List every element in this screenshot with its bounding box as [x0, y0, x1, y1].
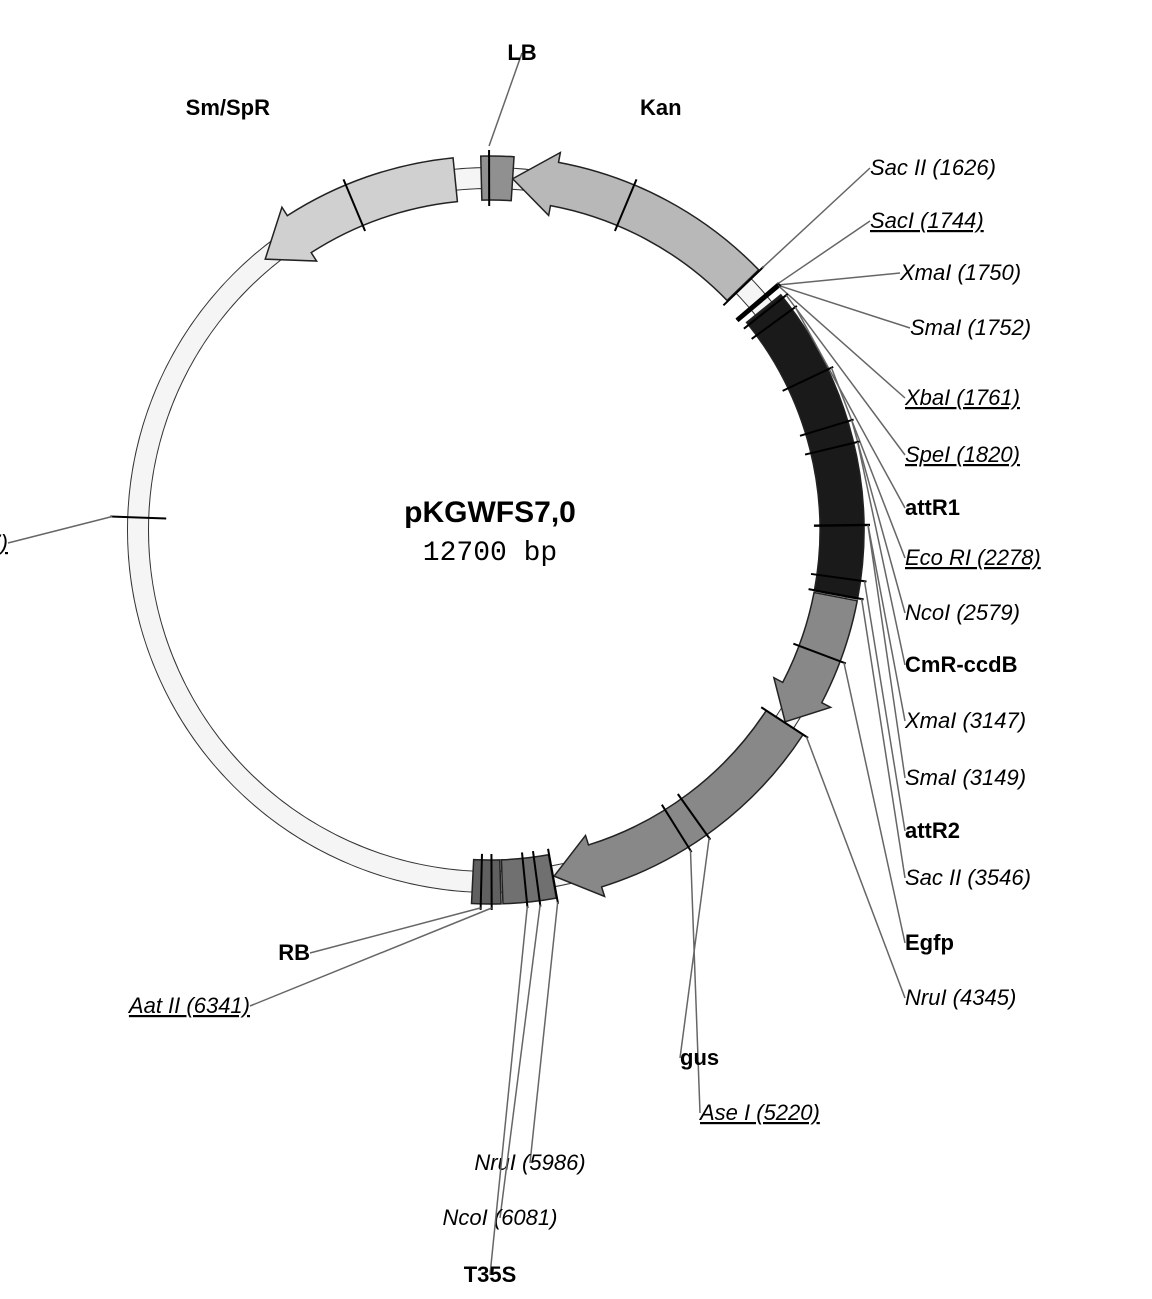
feature-Egfp	[774, 592, 857, 721]
tick	[814, 525, 870, 526]
leader-line	[778, 273, 900, 285]
leader-line	[806, 737, 905, 998]
label: ClaI (9597)	[0, 530, 8, 555]
label: attR1	[905, 495, 960, 520]
tick	[110, 516, 166, 518]
leader-line	[777, 221, 870, 284]
feature-SmSpR	[265, 158, 457, 261]
label: LB	[507, 40, 536, 65]
plasmid-map: pKGWFS7,0 12700 bp Sm/SpR LB Kan Sac II (1626…	[0, 0, 1152, 1299]
label: SpeI (1820)	[905, 442, 1020, 467]
label: attR2	[905, 818, 960, 843]
label: Ase I (5220)	[698, 1100, 820, 1125]
leader-line	[762, 168, 870, 268]
feature-attR1-CmR-attR2	[747, 295, 864, 599]
feature-LB	[481, 156, 514, 201]
leader-line	[865, 581, 905, 831]
label: XmaI (1750)	[899, 260, 1021, 285]
label: XbaI (1761)	[904, 385, 1020, 410]
label: CmR-ccdB	[905, 652, 1017, 677]
plasmid-size: 12700 bp	[423, 538, 557, 569]
tick	[481, 854, 482, 910]
label: SacI (1744)	[870, 208, 984, 233]
label: RB	[278, 940, 310, 965]
label: T35S	[464, 1262, 517, 1287]
leader-line	[858, 442, 905, 665]
leader-line	[868, 525, 905, 778]
label: SmaI (1752)	[910, 315, 1031, 340]
label: gus	[680, 1045, 719, 1070]
leader-line	[530, 902, 558, 1163]
label: NcoI (2579)	[905, 600, 1020, 625]
label: Sm/SpR	[186, 95, 270, 120]
leader-line	[489, 53, 522, 146]
label: NruI (5986)	[474, 1150, 585, 1175]
feature-T35S	[501, 855, 556, 904]
label: Eco RI (2278)	[905, 545, 1041, 570]
label: Sac II (3546)	[905, 865, 1031, 890]
plasmid-name: pKGWFS7,0	[404, 496, 576, 529]
label: NcoI (6081)	[443, 1205, 558, 1230]
label: XmaI (3147)	[904, 708, 1026, 733]
label: Sac II (1626)	[870, 155, 996, 180]
leader-line	[8, 517, 112, 543]
feature-RB	[472, 860, 502, 904]
feature-Kan	[513, 153, 759, 301]
leader-line	[310, 908, 481, 953]
label: SmaI (3149)	[905, 765, 1026, 790]
leader-line	[868, 525, 905, 721]
leader-line	[680, 838, 709, 1058]
leader-line	[690, 850, 700, 1113]
label: Kan	[640, 95, 682, 120]
feature-gus	[554, 711, 803, 897]
leader-line	[844, 663, 905, 943]
label: Aat II (6341)	[127, 993, 250, 1018]
label: Egfp	[905, 930, 954, 955]
label: NruI (4345)	[905, 985, 1016, 1010]
